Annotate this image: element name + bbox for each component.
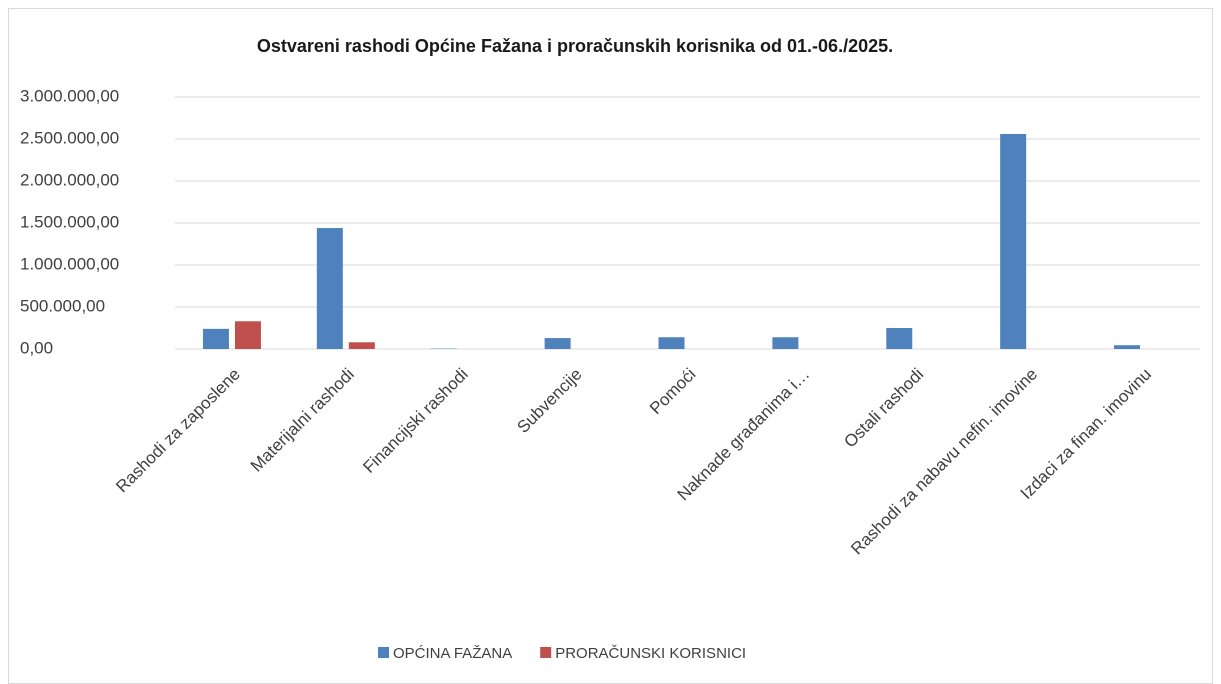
chart-title: Ostvareni rashodi Općine Fažana i prorač… — [257, 36, 893, 56]
y-tick-label: 500.000,00 — [20, 296, 105, 315]
bar — [658, 337, 685, 349]
y-tick-label: 3.000.000,00 — [20, 86, 119, 105]
bar — [316, 228, 343, 349]
y-tick-label: 0,00 — [20, 338, 53, 357]
bar — [772, 337, 799, 349]
legend-swatch — [378, 647, 389, 658]
y-tick-label: 2.000.000,00 — [20, 170, 119, 189]
chart-border — [8, 8, 1213, 684]
legend-label: OPĆINA FAŽANA — [393, 645, 512, 662]
y-tick-label: 1.000.000,00 — [20, 254, 119, 273]
y-tick-label: 1.500.000,00 — [20, 212, 119, 231]
bar — [234, 321, 261, 349]
legend-label: PRORAČUNSKI KORISNICI — [555, 645, 746, 662]
bar — [544, 338, 571, 349]
bar — [1114, 345, 1141, 349]
y-tick-label: 2.500.000,00 — [20, 128, 119, 147]
bar — [1000, 133, 1027, 349]
bar — [202, 328, 229, 349]
bar — [348, 342, 375, 349]
bar — [886, 328, 913, 349]
legend-swatch — [540, 647, 552, 658]
